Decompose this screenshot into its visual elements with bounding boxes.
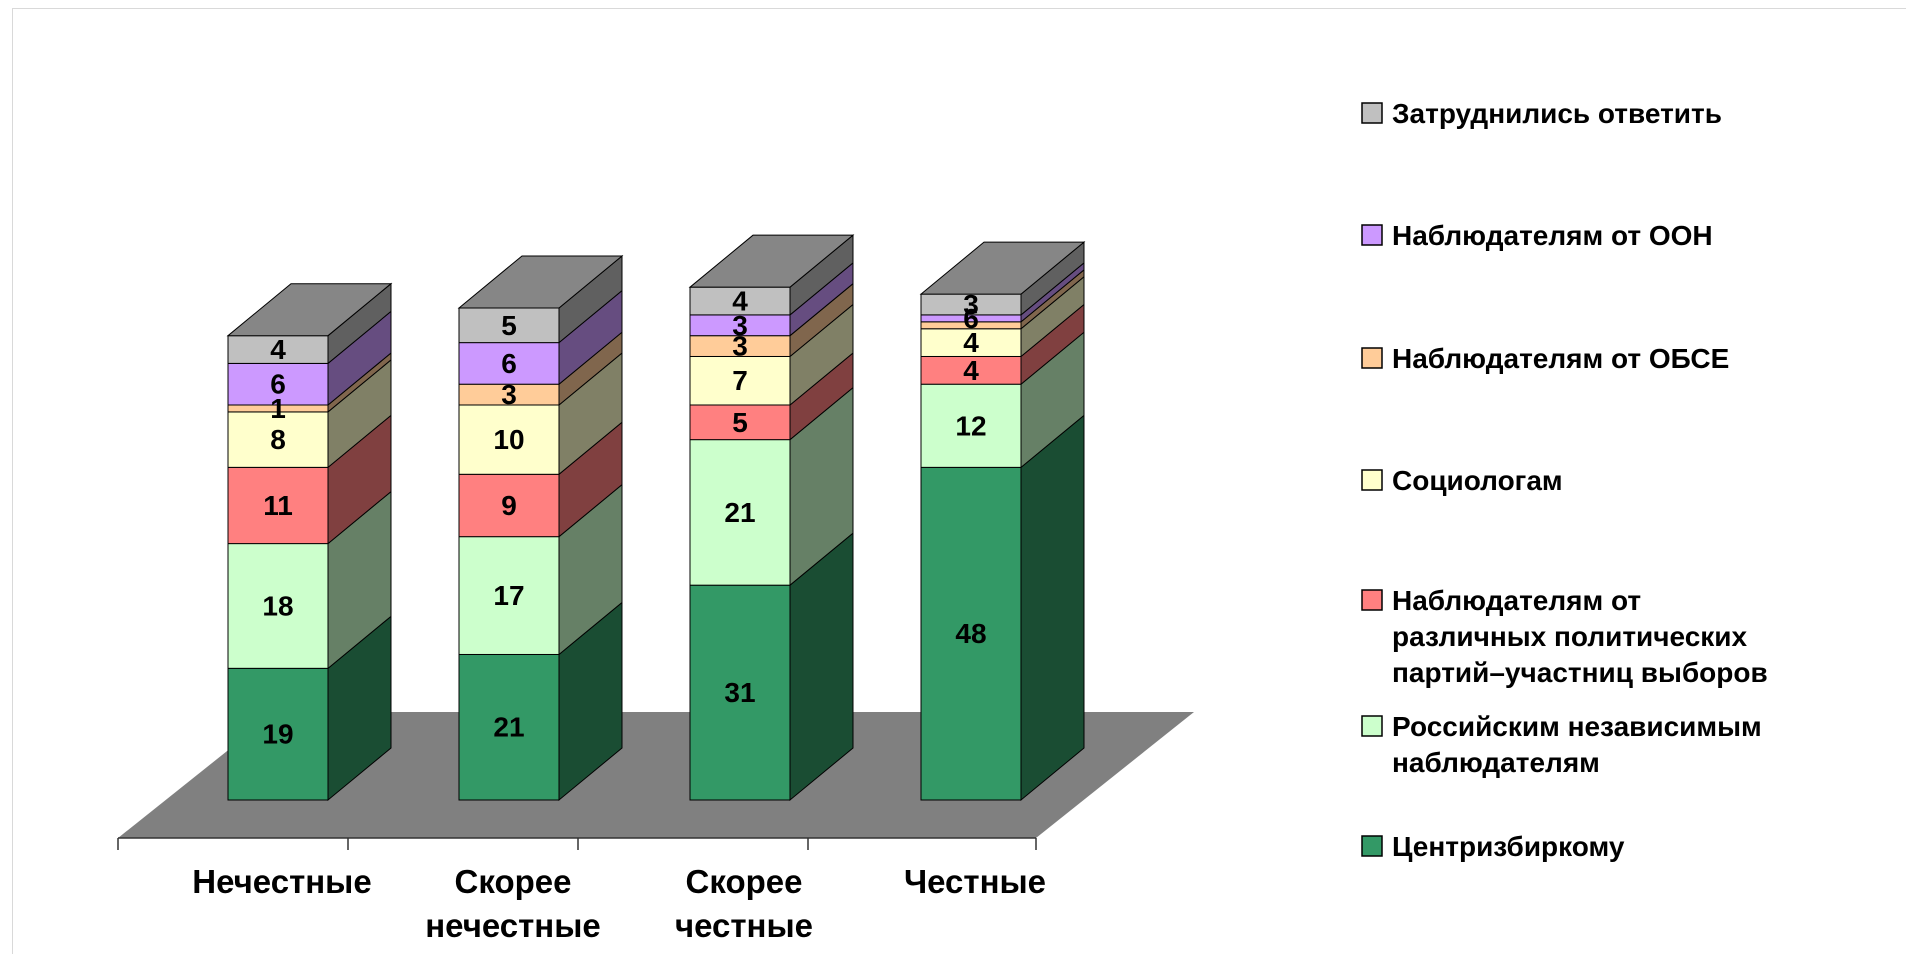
data-label: 18 [262,590,293,621]
legend-swatch [1361,715,1383,737]
category-label: честные [675,907,813,944]
data-label: 7 [732,365,748,396]
legend-swatch [1361,224,1383,246]
data-label: 4 [270,334,286,365]
category-label: нечестные [425,907,601,944]
bar-stack-1: 19 18 11 816 4 [226,282,393,802]
data-label: 5 [501,310,517,341]
category-label: Нечестные [192,863,371,900]
legend-item: Центризбиркому [1361,831,1625,862]
legend-swatch [1361,347,1383,369]
legend-label: Центризбиркому [1392,831,1625,862]
bar-segment-front [920,466,1022,801]
data-label: 3 [732,310,748,341]
bar-segment-front [689,584,791,801]
legend-label: наблюдателям [1392,747,1600,778]
bar-segment-front [920,355,1022,385]
bar-segment-front [227,667,329,801]
legend-label: партий–участниц выборов [1392,657,1768,688]
bar-segment-front [458,307,560,344]
legend-label: Наблюдателям от ОБСЕ [1392,343,1729,374]
data-label: 6 [963,303,979,334]
legend-item: Затруднились ответить [1361,98,1722,129]
legend-label: Социологам [1392,465,1563,496]
chart-frame [12,8,1906,954]
data-label: 4 [732,286,748,317]
legend-label: различных политических [1392,621,1748,652]
legend-item: Наблюдателям от различных политических пар… [1361,585,1768,688]
bar-segment-front [227,411,329,468]
data-label: 3 [501,379,517,410]
bar-top-face [688,234,855,288]
bar-top-face [919,241,1086,295]
category-label: Скорее [686,863,803,900]
legend-label: Российским независимым [1392,711,1762,742]
data-label: 4 [963,355,979,386]
bar-segment-front [227,543,329,669]
bar-segment-front [458,653,560,801]
legend-label: Наблюдателям от [1392,585,1641,616]
bar-segment-front [227,362,329,406]
bar-top-face [457,255,624,309]
data-label: 11 [263,490,293,521]
bar-segment-front [920,383,1022,468]
data-label: 17 [493,580,524,611]
bar-top-face [226,283,393,337]
bar-segment-front [689,355,791,406]
legend-swatch [1361,589,1383,611]
legend-item: Наблюдателям от ОБСЕ [1361,343,1729,374]
category-label: Честные [904,863,1046,900]
data-label: 8 [270,424,286,455]
data-label: 3 [963,289,979,320]
legend-swatch [1361,102,1383,124]
bar-segment-front [227,335,329,364]
category-label: Скорее [455,863,572,900]
data-label: 1 [270,393,286,424]
data-label: 6 [270,369,286,400]
data-label: 48 [955,618,986,649]
data-label: 21 [493,712,524,743]
legend-label: Наблюдателям от ООН [1392,220,1713,251]
legend-item: Российским независимым наблюдателям [1361,711,1762,778]
data-label: 6 [501,348,517,379]
legend-swatch [1361,835,1383,857]
data-label: 19 [262,719,293,750]
bar-segment-front [458,342,560,385]
data-label: 21 [724,497,755,528]
bar-stack-2: 21 17 9 10 36 5 [457,254,624,802]
data-label: 31 [724,677,755,708]
data-label: 4 [963,327,979,358]
data-label: 3 [732,331,748,362]
bar-segment-front [458,404,560,475]
data-label: 12 [955,410,986,441]
bar-segment-front [458,536,560,655]
legend-item: Социологам [1361,465,1563,496]
data-label: 5 [732,407,748,438]
legend-swatch [1361,469,1383,491]
data-label: 9 [501,490,517,521]
bar-segment-front [920,328,1022,357]
legend-item: Наблюдателям от ООН [1361,220,1713,251]
bar-segment-side [1020,414,1085,802]
data-label: 10 [493,424,524,455]
legend-label: Затруднились ответить [1392,98,1722,129]
